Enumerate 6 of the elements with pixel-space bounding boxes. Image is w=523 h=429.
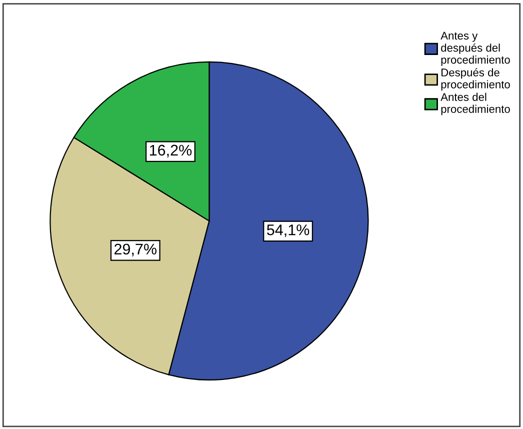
legend-label: Después de procedimiento: [441, 68, 510, 91]
legend-label: Antes del procedimiento: [440, 92, 510, 116]
data-label: 16,2%: [150, 144, 192, 158]
legend-label: Antes y después del procedimiento: [440, 32, 510, 66]
data-label: 29,7%: [114, 244, 156, 256]
data-label: 54,1%: [266, 224, 310, 238]
